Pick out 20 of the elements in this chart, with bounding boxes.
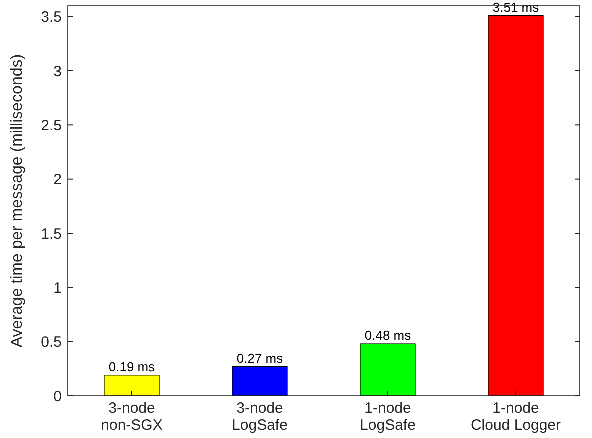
y-tick-label: 2 xyxy=(54,172,62,189)
x-tick-label: 1-node LogSafe xyxy=(360,400,416,434)
x-tick-label: 3-node LogSafe xyxy=(232,400,288,434)
bar xyxy=(104,375,160,396)
y-tick-label: 3 xyxy=(54,63,62,80)
y-tick-label: 1.5 xyxy=(41,226,62,243)
bar xyxy=(488,15,544,396)
data-label: 0.19 ms xyxy=(108,359,156,374)
y-tick-label: 0 xyxy=(54,388,62,406)
bar xyxy=(360,344,416,396)
bar xyxy=(232,366,288,396)
data-label: 0.27 ms xyxy=(236,350,284,366)
y-tick-label: 3.5 xyxy=(41,9,62,26)
y-tick-label: 1 xyxy=(54,280,62,297)
y-axis-title: Average time per message (milliseconds) xyxy=(9,54,26,348)
y-tick-label: 2.5 xyxy=(41,117,62,134)
data-label: 0.48 ms xyxy=(364,328,412,343)
x-tick-label: 1-node Cloud Logger xyxy=(470,400,562,434)
y-tick-label: 0.5 xyxy=(41,334,62,352)
x-tick-label: 3-node non-SGX xyxy=(101,400,163,434)
